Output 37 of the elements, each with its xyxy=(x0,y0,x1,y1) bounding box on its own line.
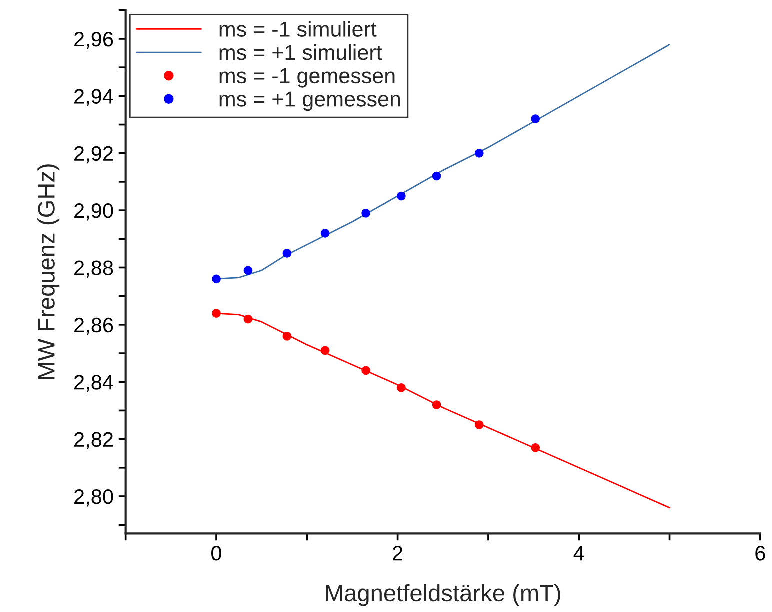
legend-label: ms = -1 simuliert xyxy=(220,21,377,37)
x-tick-label: 6 xyxy=(756,546,766,561)
legend-label: ms = +1 gemessen xyxy=(220,92,400,112)
point xyxy=(244,314,253,324)
legend-label: ms = -1 gemessen xyxy=(220,68,395,88)
y-tick-label: 2,90 xyxy=(74,204,114,221)
point xyxy=(432,400,442,410)
point xyxy=(282,332,292,341)
point xyxy=(397,383,406,392)
point xyxy=(475,420,484,430)
y-axis-title: MW Frequenz (GHz) xyxy=(38,164,60,379)
point xyxy=(320,346,330,356)
point xyxy=(282,249,292,258)
point xyxy=(362,209,370,218)
point xyxy=(362,366,370,376)
y-tick-label: 2,94 xyxy=(74,89,114,106)
point xyxy=(432,172,442,181)
legend-label: ms = +1 simuliert xyxy=(220,44,382,60)
point xyxy=(475,148,484,158)
y-tick-label: 2,82 xyxy=(74,432,113,450)
x-tick-label: 4 xyxy=(574,546,584,561)
y-tick-label: 2,80 xyxy=(74,489,114,507)
point xyxy=(531,443,540,452)
point xyxy=(244,266,253,275)
y-tick-label: 2,86 xyxy=(74,318,114,336)
y-tick-label: 2,88 xyxy=(74,260,114,278)
point xyxy=(397,192,406,201)
x-axis-title: Magnetfeldstärke (mT) xyxy=(326,584,560,606)
x-tick-label: 2 xyxy=(393,546,403,561)
point xyxy=(320,229,330,238)
point xyxy=(531,114,540,124)
point xyxy=(212,274,221,284)
point xyxy=(212,309,221,318)
y-tick-label: 2,96 xyxy=(74,32,114,50)
y-tick-label: 2,84 xyxy=(74,375,114,392)
x-tick-label: 0 xyxy=(212,546,222,561)
y-tick-label: 2,92 xyxy=(74,146,113,164)
